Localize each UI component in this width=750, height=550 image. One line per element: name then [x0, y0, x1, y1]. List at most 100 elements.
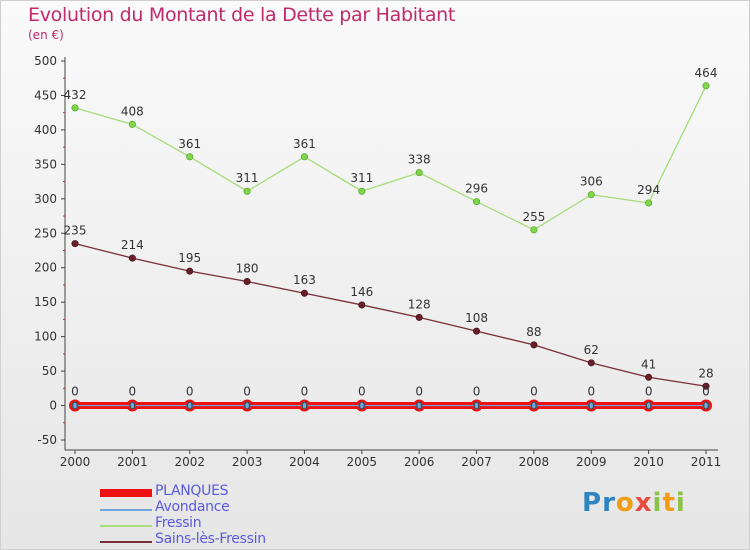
data-label-avondance: 0 — [416, 400, 423, 413]
point-avondance — [587, 401, 595, 410]
y-tick-label: 250 — [34, 226, 57, 240]
point-sains-les-fressin — [128, 254, 136, 262]
x-tick-label: 2010 — [633, 455, 664, 469]
point-fressin — [243, 187, 251, 195]
data-label-fressin: 361 — [293, 137, 316, 151]
legend-label: Avondance — [155, 499, 230, 515]
data-label-fressin: 338 — [408, 153, 431, 167]
y-tick-label: 450 — [34, 88, 57, 102]
chart-subtitle: (en €) — [28, 28, 64, 42]
chart-title: Evolution du Montant de la Dette par Hab… — [28, 4, 456, 26]
data-label-avondance: 0 — [301, 385, 309, 399]
point-sains-les-fressin — [300, 289, 308, 297]
point-avondance — [472, 401, 481, 410]
data-label-sains-les-fressin: 195 — [178, 251, 201, 265]
point-avondance — [530, 401, 538, 410]
data-label-fressin: 294 — [637, 183, 660, 197]
x-tick-label: 2007 — [461, 455, 492, 469]
point-fressin — [587, 191, 595, 199]
point-avondance — [128, 401, 136, 410]
data-label-avondance: 0 — [530, 400, 537, 413]
legend-swatch — [100, 509, 152, 511]
data-label-fressin: 432 — [64, 88, 87, 102]
data-label-avondance: 0 — [415, 385, 423, 399]
y-tick-label: 100 — [34, 330, 57, 344]
legend-swatch — [100, 541, 152, 543]
data-label-fressin: 296 — [465, 182, 488, 196]
data-label-avondance: 0 — [186, 385, 194, 399]
point-avondance — [186, 401, 194, 410]
point-fressin — [415, 169, 423, 177]
legend-swatch — [100, 489, 152, 497]
data-label-avondance: 0 — [358, 400, 365, 413]
x-tick-label: 2003 — [232, 455, 263, 469]
point-sains-les-fressin — [186, 267, 194, 275]
data-label-avondance: 0 — [244, 400, 251, 413]
data-label-avondance: 0 — [129, 400, 136, 413]
data-label-avondance: 0 — [588, 400, 595, 413]
series-line-sains-les-fressin — [74, 242, 707, 387]
data-label-avondance: 0 — [645, 385, 653, 399]
y-tick-label: 500 — [34, 54, 57, 68]
point-avondance — [358, 401, 366, 410]
data-label-avondance: 0 — [72, 400, 79, 413]
point-fressin — [645, 199, 653, 207]
data-label-sains-les-fressin: 180 — [236, 262, 259, 276]
point-fressin — [702, 82, 710, 90]
series-line-fressin — [74, 85, 707, 231]
x-tick-label: 2008 — [519, 455, 550, 469]
y-tick-label: 0 — [49, 399, 57, 413]
proxiti-logo: Proxiti — [582, 488, 686, 518]
y-tick-label: -50 — [37, 433, 57, 447]
data-label-avondance: 0 — [358, 385, 366, 399]
x-tick-label: 2006 — [404, 455, 435, 469]
data-label-avondance: 0 — [243, 385, 251, 399]
y-tick-label: 50 — [42, 364, 57, 378]
point-sains-les-fressin — [702, 382, 710, 390]
data-label-fressin: 361 — [178, 137, 201, 151]
data-label-sains-les-fressin: 108 — [465, 311, 488, 325]
point-avondance — [702, 401, 710, 410]
legend-label: Fressin — [155, 515, 202, 531]
y-tick-label: 300 — [34, 192, 57, 206]
point-avondance — [645, 401, 653, 410]
data-label-avondance: 0 — [587, 385, 595, 399]
data-label-sains-les-fressin: 62 — [584, 343, 599, 357]
x-tick-label: 2000 — [60, 455, 91, 469]
data-label-avondance: 0 — [530, 385, 538, 399]
point-sains-les-fressin — [473, 327, 481, 335]
point-sains-les-fressin — [415, 313, 423, 321]
data-label-sains-les-fressin: 41 — [641, 357, 656, 371]
point-fressin — [71, 104, 79, 112]
point-sains-les-fressin — [71, 240, 79, 248]
data-label-fressin: 311 — [236, 171, 259, 185]
point-fressin — [358, 187, 366, 195]
point-fressin — [530, 226, 538, 234]
data-label-avondance: 0 — [645, 400, 652, 413]
point-sains-les-fressin — [645, 373, 653, 381]
data-label-avondance: 0 — [702, 385, 710, 399]
point-avondance — [71, 401, 79, 410]
point-avondance — [300, 401, 309, 410]
point-fressin — [473, 198, 481, 206]
data-label-avondance: 0 — [301, 400, 308, 413]
y-tick-label: 150 — [34, 295, 57, 309]
data-label-sains-les-fressin: 163 — [293, 273, 316, 287]
data-label-avondance: 0 — [129, 385, 137, 399]
point-fressin — [186, 153, 194, 161]
legend-swatch — [100, 525, 152, 527]
data-label-sains-les-fressin: 235 — [64, 224, 87, 238]
y-tick-label: 350 — [34, 157, 57, 171]
point-sains-les-fressin — [587, 359, 595, 367]
point-sains-les-fressin — [358, 301, 366, 309]
data-label-avondance: 0 — [473, 385, 481, 399]
legend-label: Sains-lès-Fressin — [155, 531, 266, 547]
x-tick-label: 2005 — [347, 455, 378, 469]
data-label-sains-les-fressin: 88 — [526, 325, 541, 339]
y-tick-label: 200 — [34, 261, 57, 275]
data-label-fressin: 255 — [522, 210, 545, 224]
data-label-avondance: 0 — [473, 400, 480, 413]
x-tick-label: 2001 — [117, 455, 148, 469]
